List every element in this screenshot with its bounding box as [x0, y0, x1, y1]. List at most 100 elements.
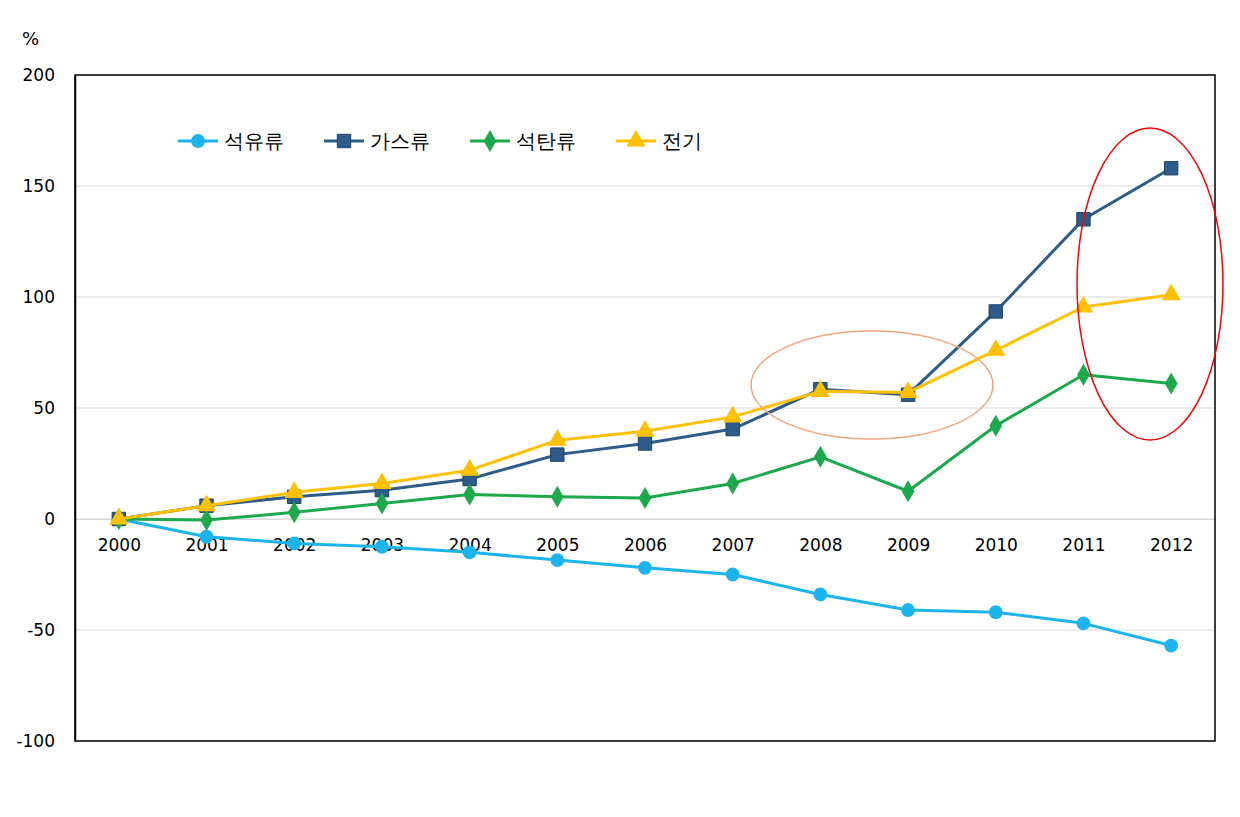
y-tick: 50 — [33, 398, 55, 418]
series-marker — [200, 509, 213, 531]
grid-line — [75, 408, 1215, 409]
series-marker — [285, 481, 304, 498]
series — [109, 284, 1181, 525]
x-tick: 2010 — [975, 535, 1018, 555]
y-tick-label: 150 — [23, 176, 55, 196]
highlight-ellipse — [1077, 128, 1223, 440]
y-tick: 0 — [44, 509, 55, 529]
series-marker — [726, 568, 740, 582]
x-tick-label: 2006 — [624, 535, 667, 555]
series-marker — [288, 501, 301, 523]
x-tick-label: 2008 — [799, 535, 842, 555]
series-marker — [901, 603, 915, 617]
legend-marker — [484, 130, 497, 152]
series-marker — [1164, 162, 1177, 175]
series-marker — [1164, 639, 1178, 653]
legend-item: 전기 — [616, 129, 702, 153]
series-marker — [989, 415, 1002, 437]
legend-marker — [337, 134, 350, 147]
series-marker — [463, 484, 476, 506]
series-marker — [726, 422, 739, 435]
series-marker — [989, 605, 1003, 619]
grid-line — [75, 297, 1215, 298]
y-tick-label: 100 — [23, 287, 55, 307]
x-tick-label: 2010 — [975, 535, 1018, 555]
series-marker — [638, 437, 651, 450]
legend-marker — [626, 130, 645, 147]
x-tick-label: 2005 — [536, 535, 579, 555]
legend-item: 석탄류 — [470, 129, 576, 153]
series-line — [119, 168, 1171, 519]
series-marker — [986, 339, 1005, 356]
x-tick: 2007 — [712, 535, 755, 555]
series-marker — [811, 380, 830, 397]
y-tick: 100 — [23, 287, 55, 307]
series-marker — [1077, 616, 1091, 630]
x-axis: 2000200120022003200420052006200720082009… — [76, 520, 1216, 556]
series-marker — [375, 540, 389, 554]
series-marker — [639, 487, 652, 509]
series-marker — [1162, 284, 1181, 301]
x-tick-label: 2009 — [887, 535, 930, 555]
x-tick: 2011 — [1062, 535, 1105, 555]
y-tick: -50 — [27, 620, 55, 640]
x-tick: 2012 — [1150, 535, 1193, 555]
series-marker — [197, 495, 216, 512]
series — [112, 364, 1177, 531]
legend-label: 석탄류 — [516, 129, 576, 153]
series-marker — [551, 486, 564, 508]
y-tick-label: -100 — [16, 731, 55, 751]
series-marker — [287, 537, 301, 551]
series-marker — [463, 545, 477, 559]
grid-line — [75, 519, 1215, 520]
y-tick-label: 200 — [23, 65, 55, 85]
plot-frame — [75, 75, 1215, 741]
y-axis: -100 -50 0 50 100 150 200 — [16, 65, 75, 751]
series-line — [119, 295, 1171, 519]
series — [112, 512, 1178, 652]
y-tick: 200 — [23, 65, 55, 85]
series-marker — [1165, 373, 1178, 395]
x-tick: 2008 — [799, 535, 842, 555]
x-tick-label: 2000 — [98, 535, 141, 555]
series-marker — [551, 448, 564, 461]
legend-label: 석유류 — [224, 129, 284, 153]
y-tick: -100 — [16, 731, 55, 751]
series-marker — [726, 472, 739, 494]
x-tick: 2006 — [624, 535, 667, 555]
legend-label: 전기 — [662, 129, 702, 153]
series-marker — [723, 406, 742, 423]
chart: 2000200120022003200420052006200720082009… — [0, 0, 1240, 817]
y-axis-title: % — [22, 28, 39, 49]
series-marker — [814, 446, 827, 468]
highlight-ellipse — [751, 331, 993, 439]
series-marker — [638, 561, 652, 575]
series — [112, 162, 1178, 526]
plot-area — [109, 162, 1181, 653]
series-line — [119, 519, 1171, 646]
legend: 석유류 가스류 석탄류 전기 — [178, 129, 702, 153]
x-tick: 2000 — [98, 535, 141, 555]
x-tick-label: 2012 — [1150, 535, 1193, 555]
y-tick-label: 0 — [44, 509, 55, 529]
series-marker — [200, 530, 214, 544]
series-marker — [989, 305, 1002, 318]
series-line — [119, 375, 1171, 520]
grid-line — [75, 630, 1215, 631]
series-marker — [109, 508, 128, 525]
grid — [75, 75, 1215, 741]
y-tick: 150 — [23, 176, 55, 196]
series-marker — [460, 459, 479, 476]
x-tick: 2005 — [536, 535, 579, 555]
x-tick: 2009 — [887, 535, 930, 555]
series-marker — [635, 420, 654, 437]
legend-label: 가스류 — [370, 129, 430, 153]
y-tick-label: -50 — [27, 620, 55, 640]
series-marker — [902, 480, 915, 502]
legend-item: 가스류 — [324, 129, 430, 153]
y-tick-label: 50 — [33, 398, 55, 418]
legend-item: 석유류 — [178, 129, 284, 153]
x-tick-label: 2007 — [712, 535, 755, 555]
series-marker — [372, 472, 391, 489]
series-marker — [813, 588, 827, 602]
